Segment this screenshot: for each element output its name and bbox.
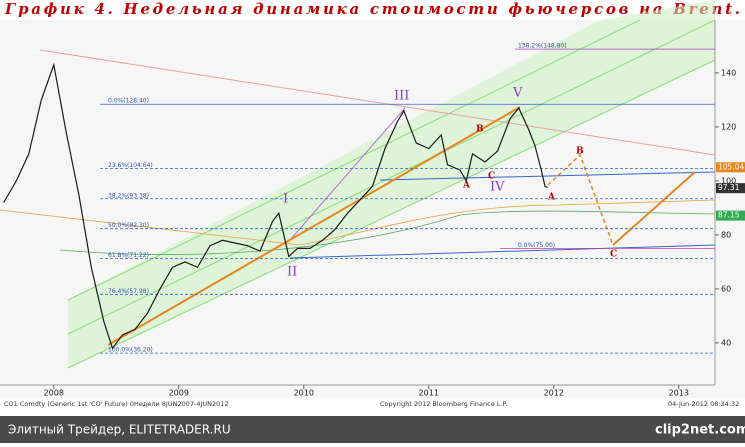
fib-label: 50.0%(82.30) (108, 222, 149, 229)
x-tick-label: 2009 (169, 389, 189, 398)
footer-left: CO1 Comdty (Generic 1st 'CO' Future) 0Не… (4, 400, 229, 408)
y-tick-label: 100 (721, 176, 736, 185)
wave-label: C (610, 250, 617, 260)
y-tick-label: 120 (721, 122, 736, 131)
footer-right: 04-Jun-2012 08:34:32 (668, 400, 739, 408)
fib-label: 0.0%(128.40) (108, 98, 149, 105)
channels (0, 0, 716, 369)
wave-label: B (576, 147, 584, 157)
y-tick-label: 80 (721, 230, 731, 239)
watermark-logo: clip2net.com (655, 423, 745, 438)
y-tick-label: 40 (721, 338, 731, 347)
wave-label: IV (490, 180, 505, 195)
price-tag (716, 183, 745, 194)
y-tick-label: 140 (721, 68, 736, 77)
wave-label: C (488, 172, 495, 182)
x-tick-label: 2012 (544, 389, 564, 398)
fib-label: 23.6%(104.64) (108, 162, 153, 169)
y-tick-label: 60 (721, 284, 731, 293)
fib-label: 0.0%(75.00) (518, 242, 555, 249)
price-tag (716, 210, 745, 221)
x-tick-label: 2010 (294, 389, 314, 398)
price-line (3, 62, 548, 350)
price-tag-label: 97.31 (718, 183, 740, 192)
wave-label: A (547, 193, 556, 203)
footer-center: Copyright 2012 Bloomberg Finance L.P. (380, 400, 507, 408)
x-tick-label: 2013 (669, 389, 689, 398)
fib-label: 100.0%(36.20) (108, 347, 153, 354)
x-tick-label: 2011 (419, 389, 439, 398)
watermark-site: Элитный Трейдер, ELITETRADER.RU (8, 423, 231, 437)
x-tick-label: 2008 (44, 389, 64, 398)
fib-label: 138.2%(148.80) (518, 43, 567, 50)
price-tag (716, 162, 745, 173)
wave-label: A (462, 181, 471, 191)
chart-title: График 4. Недельная динамика стоимости ф… (4, 0, 740, 18)
price-tag-label: 105.04 (718, 162, 744, 171)
fib-label: 76.4%(57.98) (108, 288, 149, 295)
wave-label: II (287, 265, 297, 280)
price-tag-label: 87.15 (718, 211, 740, 220)
wave-label: V (512, 86, 523, 101)
wave-label: III (394, 89, 409, 104)
fib-label: 38.2%(93.38) (108, 192, 149, 199)
fib-label: 61.8%(71.22) (108, 252, 149, 259)
wave-label: B (476, 125, 484, 135)
watermark-bar (0, 416, 745, 443)
